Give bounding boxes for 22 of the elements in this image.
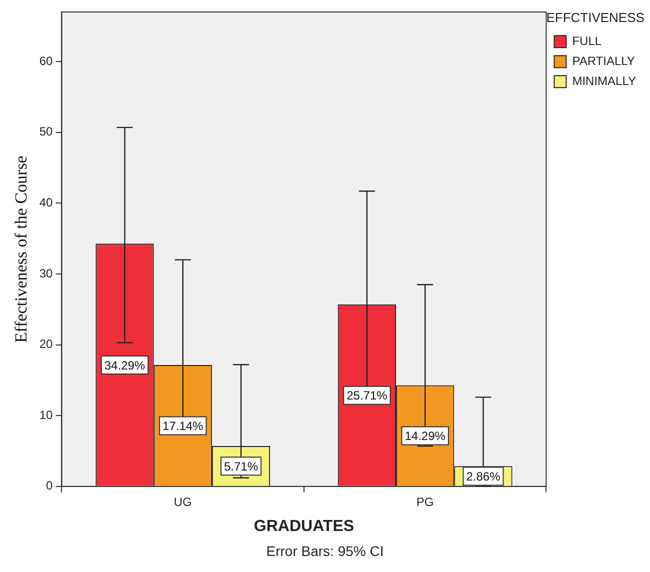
x-tick-label: UG xyxy=(174,494,192,509)
data-label: 25.71% xyxy=(346,388,388,403)
y-tick-label: 50 xyxy=(39,124,54,139)
y-tick-label: 30 xyxy=(39,266,54,280)
y-axis-title: Effectiveness of the Course xyxy=(12,156,31,343)
data-label: 14.29% xyxy=(404,429,446,444)
y-tick-label: 0 xyxy=(46,478,54,493)
data-label: 34.29% xyxy=(104,358,146,372)
data-label: 2.86% xyxy=(466,470,501,484)
legend-title: EFFCTIVENESS xyxy=(546,10,645,26)
legend-label: FULL xyxy=(572,34,602,48)
text: Error Bars: 95% CI xyxy=(265,543,385,559)
y-tick-label: 20 xyxy=(39,337,54,352)
y-tick-label: 60 xyxy=(39,54,54,68)
data-label: 17.14% xyxy=(162,419,204,434)
x-tick-label: PG xyxy=(416,494,434,509)
y-tick-label: 40 xyxy=(39,195,54,210)
y-tick-label: 10 xyxy=(39,408,54,422)
legend-label: MINIMALLY xyxy=(572,74,636,88)
legend-label: PARTIALLY xyxy=(572,54,635,68)
data-label: 5.71% xyxy=(224,459,258,474)
x-axis-title: GRADUATES xyxy=(254,518,354,535)
